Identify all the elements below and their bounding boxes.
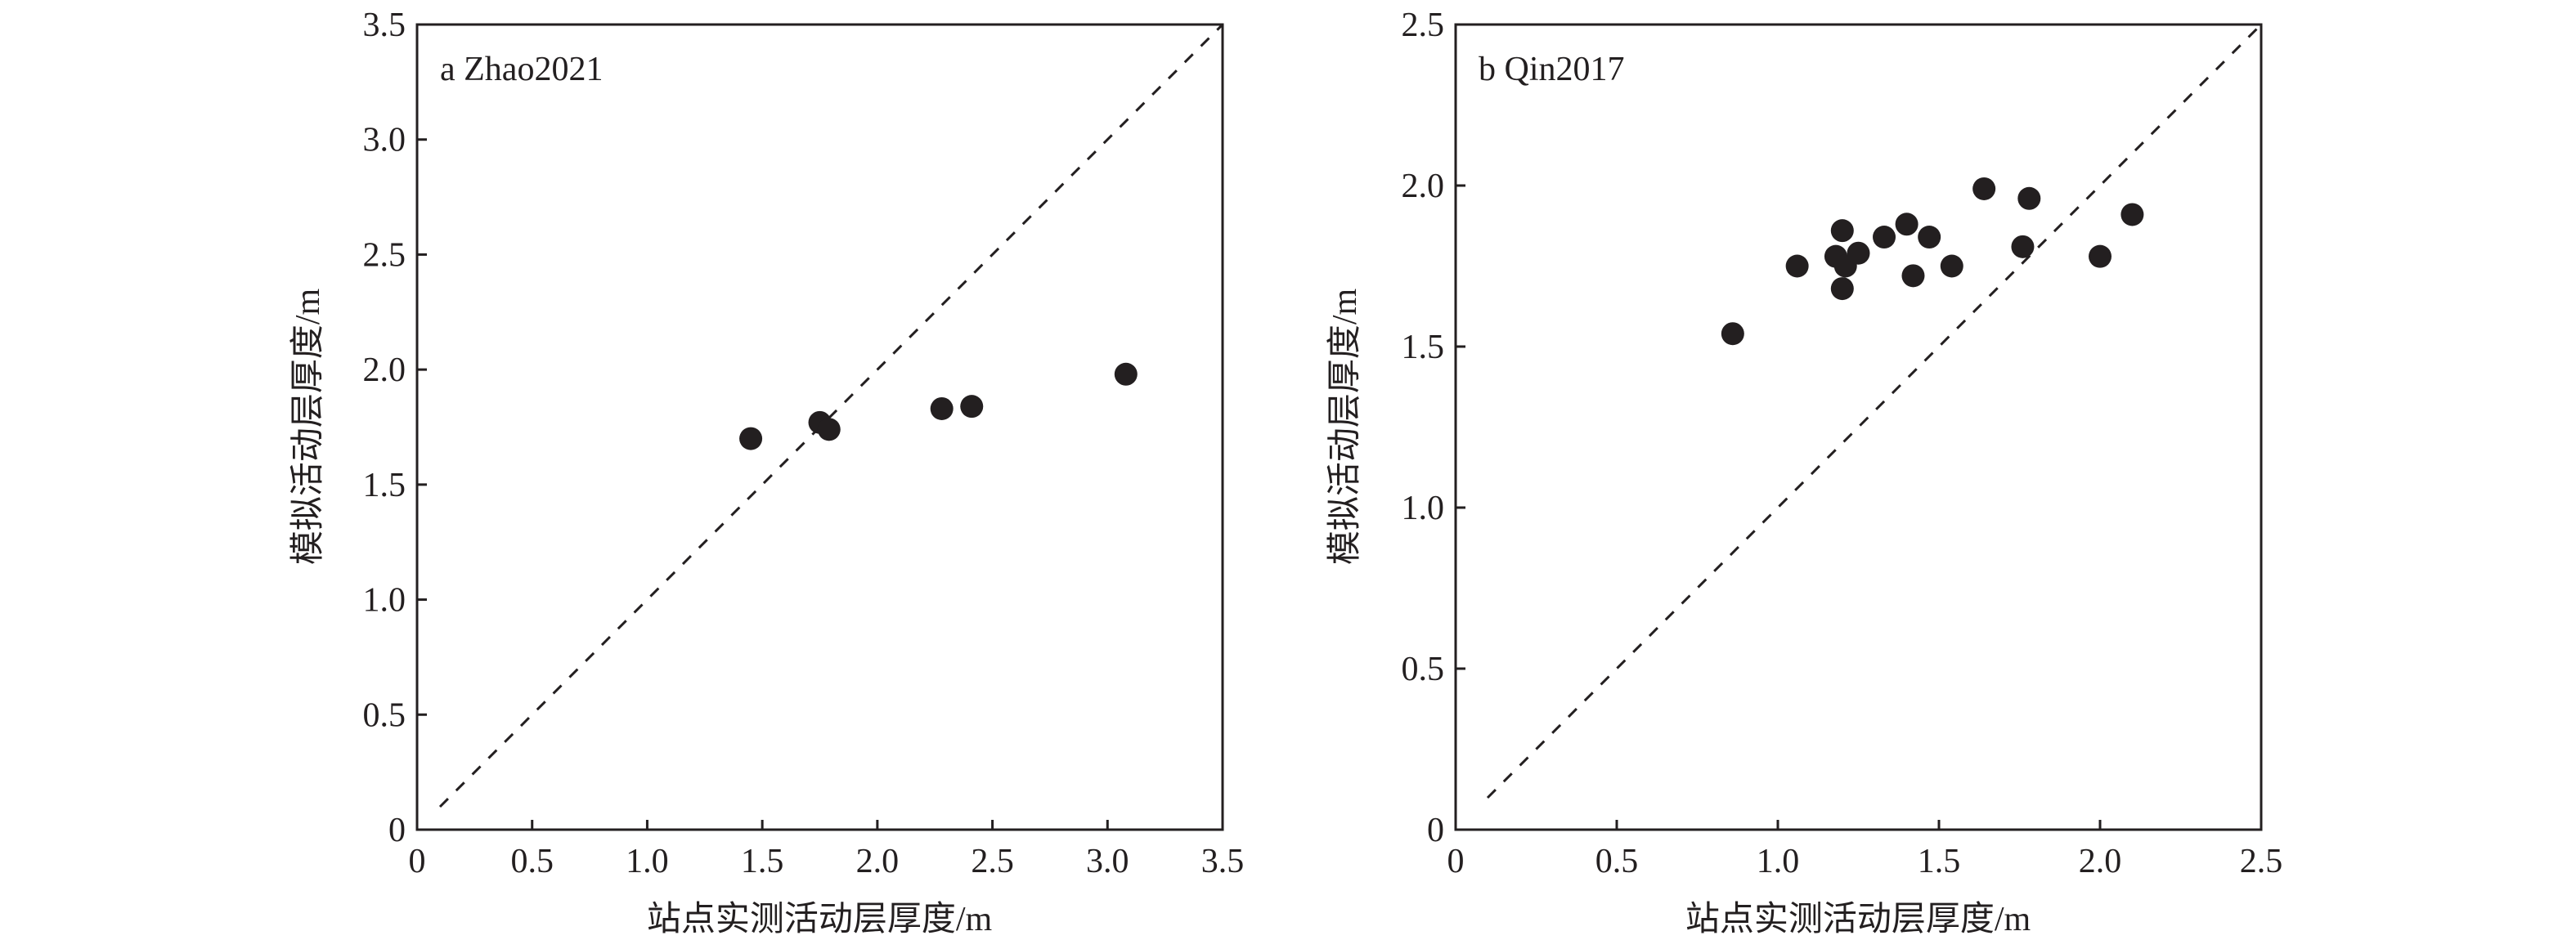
x-axis-title-a: 站点实测活动层厚度/m bbox=[647, 900, 993, 938]
y-ticks-b: 0 0.5 1.0 1.5 2.0 2.5 bbox=[1402, 7, 1465, 849]
y-tick-label: 0.5 bbox=[363, 696, 406, 734]
data-point bbox=[1847, 241, 1870, 265]
x-tick-label: 3.5 bbox=[1201, 843, 1245, 880]
data-point bbox=[2017, 186, 2041, 210]
x-tick-label: 2.5 bbox=[971, 843, 1014, 880]
y-axis-title-a: 模拟活动层厚度/m bbox=[289, 289, 327, 566]
data-point bbox=[817, 418, 841, 441]
y-tick-label: 3.5 bbox=[363, 7, 406, 44]
data-point bbox=[1901, 264, 1925, 288]
data-point bbox=[1721, 322, 1744, 346]
y-tick-label: 2.0 bbox=[363, 351, 406, 389]
data-point bbox=[739, 427, 763, 450]
data-point bbox=[1940, 254, 1963, 278]
x-tick-label: 2.0 bbox=[856, 843, 900, 880]
y-tick-label: 1.0 bbox=[363, 582, 406, 620]
x-tick-label: 1.0 bbox=[626, 843, 669, 880]
chart-panel-b: b Qin2017 0 0.5 1.0 1.5 2.0 2.5 0 0.5 1.0 1.5 2.0… bbox=[1326, 7, 2282, 938]
x-tick-label: 3.0 bbox=[1086, 843, 1129, 880]
data-points-a bbox=[739, 362, 1138, 450]
y-tick-label: 3.0 bbox=[363, 122, 406, 159]
reference-line-a bbox=[438, 23, 1224, 808]
panel-label-a: a Zhao2021 bbox=[440, 51, 603, 88]
data-point bbox=[1972, 177, 1996, 200]
y-tick-label: 1.5 bbox=[1402, 329, 1445, 366]
panel-label-b: b Qin2017 bbox=[1479, 51, 1625, 88]
data-point bbox=[2089, 244, 2112, 268]
x-tick-label: 1.5 bbox=[741, 843, 784, 880]
y-tick-label: 1.5 bbox=[363, 467, 406, 504]
y-tick-label: 0 bbox=[1427, 812, 1444, 849]
x-tick-label: 0 bbox=[409, 843, 426, 880]
x-tick-label: 1.0 bbox=[1757, 843, 1800, 880]
y-tick-label: 2.5 bbox=[1402, 7, 1445, 44]
x-tick-label: 0.5 bbox=[510, 843, 554, 880]
y-tick-label: 0.5 bbox=[1402, 651, 1445, 688]
data-point bbox=[1785, 254, 1809, 278]
x-tick-label: 2.5 bbox=[2240, 843, 2283, 880]
x-ticks-b: 0 0.5 1.0 1.5 2.0 2.5 bbox=[1447, 820, 2283, 880]
data-point bbox=[1830, 277, 1854, 301]
data-point bbox=[1918, 226, 1941, 249]
data-point bbox=[1114, 362, 1138, 386]
data-point bbox=[1830, 219, 1854, 243]
chart-panel-a: a Zhao2021 0 0.5 1.0 1.5 2.0 2.5 3.0 3.5 0 0.5 1.… bbox=[289, 7, 1244, 938]
plot-frame-a bbox=[415, 23, 1224, 831]
x-tick-label: 1.5 bbox=[1918, 843, 1961, 880]
data-point bbox=[1873, 226, 1896, 249]
data-point bbox=[2120, 203, 2144, 226]
data-point bbox=[2011, 235, 2035, 258]
data-point bbox=[960, 395, 984, 419]
x-tick-label: 0.5 bbox=[1595, 843, 1639, 880]
plot-frame-b bbox=[1454, 23, 2263, 831]
data-point bbox=[930, 396, 954, 420]
y-tick-label: 2.5 bbox=[363, 236, 406, 274]
y-tick-label: 0 bbox=[388, 812, 406, 849]
x-ticks-a: 0 0.5 1.0 1.5 2.0 2.5 3.0 3.5 bbox=[409, 820, 1245, 880]
y-tick-label: 2.0 bbox=[1402, 168, 1445, 205]
data-points-b bbox=[1721, 177, 2144, 346]
x-tick-label: 2.0 bbox=[2079, 843, 2122, 880]
x-tick-label: 0 bbox=[1447, 843, 1465, 880]
reference-line-b bbox=[1486, 23, 2263, 799]
data-point bbox=[1895, 213, 1919, 236]
y-ticks-a: 0 0.5 1.0 1.5 2.0 2.5 3.0 3.5 bbox=[363, 7, 427, 849]
y-tick-label: 1.0 bbox=[1402, 490, 1445, 527]
y-axis-title-b: 模拟活动层厚度/m bbox=[1326, 289, 1364, 566]
x-axis-title-b: 站点实测活动层厚度/m bbox=[1685, 900, 2031, 938]
